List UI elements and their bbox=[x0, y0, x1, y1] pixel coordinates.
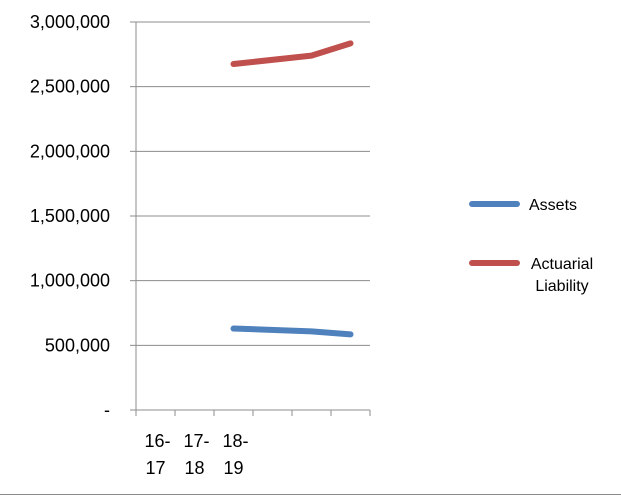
y-tick-label: 1,500,000 bbox=[30, 206, 110, 226]
gridlines bbox=[136, 21, 370, 346]
y-tick-label: 500,000 bbox=[45, 335, 110, 355]
y-tick-label: 2,000,000 bbox=[30, 141, 110, 161]
x-tick-label: 16-17 bbox=[144, 431, 170, 478]
legend-label: Assets bbox=[529, 197, 577, 214]
x-axis-tick-labels: 16-17 17-18 18-19 bbox=[144, 431, 248, 478]
legend: Assets Actuarial Liability bbox=[469, 197, 593, 295]
x-tick-label: 18-19 bbox=[222, 431, 248, 478]
series-line-actuarial-liability bbox=[230, 40, 354, 68]
axes bbox=[130, 21, 371, 416]
series-line-assets bbox=[230, 325, 354, 338]
chart-bottom-border bbox=[0, 494, 621, 495]
legend-label: Actuarial Liability bbox=[531, 256, 593, 295]
y-tick-label: - bbox=[104, 400, 110, 420]
y-tick-label: 1,000,000 bbox=[30, 271, 110, 291]
y-tick-label: 2,500,000 bbox=[30, 77, 110, 97]
y-tick-label: 3,000,000 bbox=[30, 12, 110, 32]
y-axis-tick-labels: - 500,000 1,000,000 1,500,000 2,000,000 2,500… bbox=[30, 12, 110, 420]
x-tick-label: 17-18 bbox=[183, 431, 209, 478]
series-lines bbox=[230, 40, 354, 338]
